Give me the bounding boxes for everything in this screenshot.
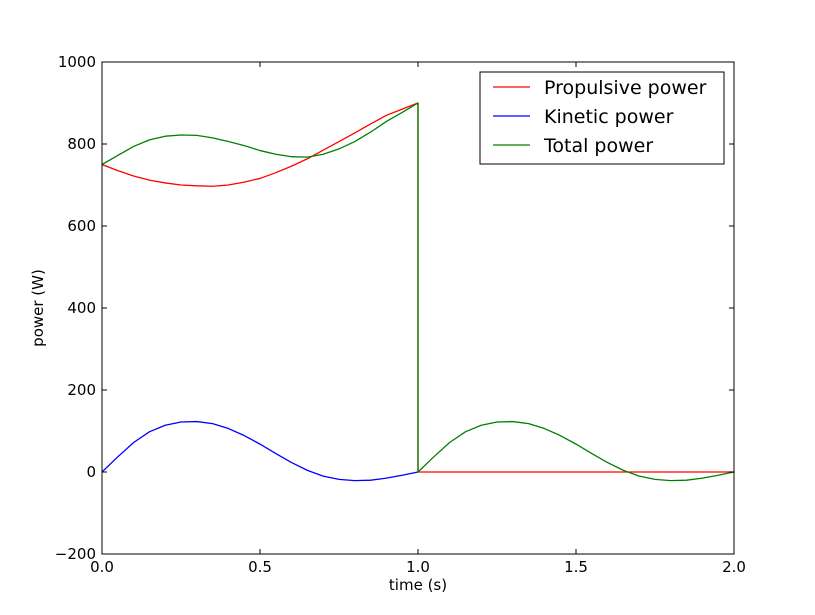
y-tick-label: −200 <box>55 545 96 563</box>
x-axis-label: time (s) <box>389 576 447 594</box>
legend-label-propulsive: Propulsive power <box>544 77 707 99</box>
x-tick-label: 0.5 <box>248 558 272 576</box>
y-tick-label: 800 <box>67 135 96 153</box>
y-tick-label: 400 <box>67 299 96 317</box>
legend-entry-total: Total power <box>493 135 653 157</box>
y-axis-label: power (W) <box>29 269 47 347</box>
legend-label-total: Total power <box>543 135 653 157</box>
plot-area <box>102 102 734 482</box>
x-tick-label: 1.5 <box>564 558 588 576</box>
series-line-total <box>102 102 734 482</box>
axes-frame <box>101 61 735 555</box>
y-tick-label: 0 <box>86 463 96 481</box>
legend: Propulsive power Kinetic power Total pow… <box>479 71 725 165</box>
y-tick-label: 1000 <box>58 53 96 71</box>
y-tick-label: 200 <box>67 381 96 399</box>
x-tick-label: 1.0 <box>406 558 430 576</box>
legend-label-kinetic: Kinetic power <box>544 106 674 128</box>
series-line-kinetic <box>102 420 419 482</box>
x-tick-label: 2.0 <box>722 558 746 576</box>
x-tick-label: 0.0 <box>90 558 114 576</box>
axis-ticks: 0.0 0.5 1.0 1.5 2.0 −200 0 200 400 600 800 1000 <box>55 53 746 576</box>
y-tick-label: 600 <box>67 217 96 235</box>
legend-entry-propulsive: Propulsive power <box>493 77 707 99</box>
legend-entry-kinetic: Kinetic power <box>493 106 674 128</box>
